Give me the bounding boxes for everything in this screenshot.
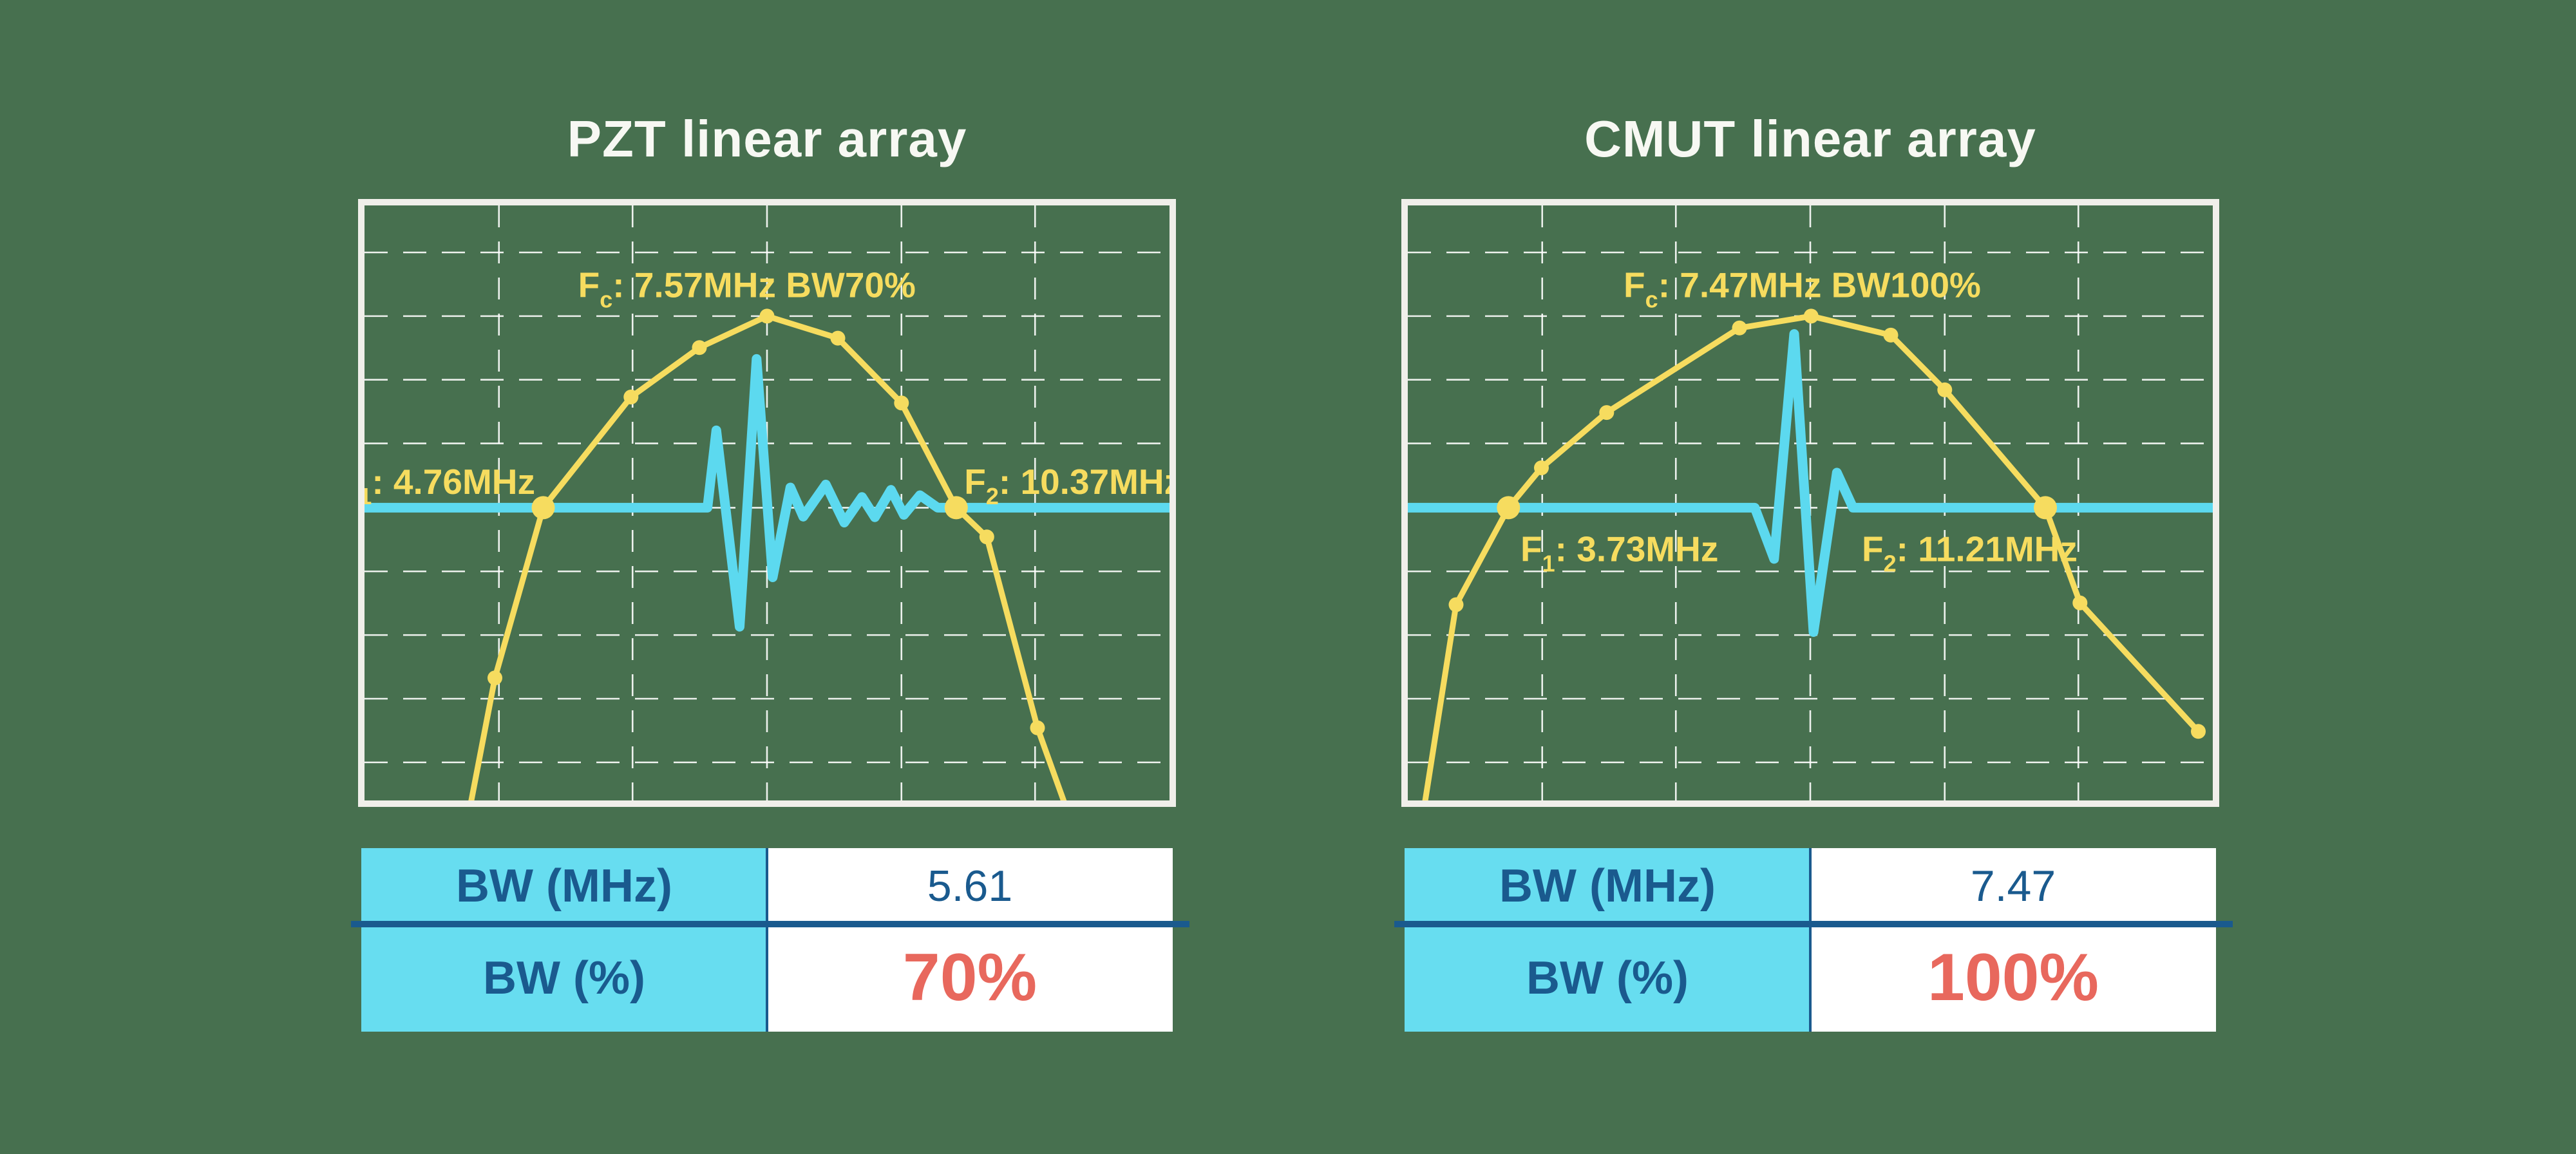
data-point-marker xyxy=(1803,308,1819,324)
table-header-bw-mhz: BW (MHz) xyxy=(1405,848,1810,924)
table-column-divider xyxy=(766,848,768,1032)
data-point-marker xyxy=(1030,720,1045,735)
frequency-label: F1: 4.76MHz xyxy=(365,462,535,509)
frequency-label: Fc: 7.47MHz BW100% xyxy=(1624,265,1981,312)
bandwidth-crossing-marker xyxy=(1497,496,1520,520)
data-point-marker xyxy=(692,340,707,355)
bandwidth-crossing-marker xyxy=(944,496,968,520)
table-row: BW (%) 70% xyxy=(361,924,1173,1032)
table-value-bw-percent: 100% xyxy=(1810,924,2216,1032)
data-point-marker xyxy=(894,395,909,411)
bandwidth-table-pzt: BW (MHz) 5.61 BW (%) 70% xyxy=(351,848,1189,1032)
data-point-marker xyxy=(623,390,639,404)
panel-cmut: CMUT linear array Fc: 7.47MHz BW100% F1: … xyxy=(1394,108,2233,1032)
spectrum-plot-cmut: Fc: 7.47MHz BW100% F1: 3.73MHz F2: 11.21MH… xyxy=(1408,205,2213,800)
data-point-marker xyxy=(1599,405,1615,421)
data-point-marker xyxy=(979,529,994,545)
bandwidth-table-cmut: BW (MHz) 7.47 BW (%) 100% xyxy=(1394,848,2233,1032)
table-header-bw-percent: BW (%) xyxy=(361,924,767,1032)
frequency-label: F1: 3.73MHz xyxy=(1520,529,1718,577)
table-header-bw-mhz: BW (MHz) xyxy=(361,848,767,924)
pulse-echo-waveform xyxy=(365,354,1170,632)
table-value-bw-mhz: 5.61 xyxy=(767,848,1173,924)
spectrum-curve xyxy=(468,313,1067,800)
table-row-divider xyxy=(1394,921,2233,927)
table-column-divider xyxy=(1809,848,1812,1032)
data-point-marker xyxy=(1883,327,1899,343)
frequency-label: F2: 10.37MHz xyxy=(964,462,1170,509)
table-value-bw-mhz: 7.47 xyxy=(1810,848,2216,924)
table-row: BW (MHz) 7.47 xyxy=(1405,848,2216,924)
data-point-marker xyxy=(2191,724,2206,739)
chart-frame-cmut: Fc: 7.47MHz BW100% F1: 3.73MHz F2: 11.21MH… xyxy=(1401,199,2219,807)
bandwidth-crossing-marker xyxy=(2034,496,2057,520)
table-header-bw-percent: BW (%) xyxy=(1405,924,1810,1032)
chart-title-pzt: PZT linear array xyxy=(567,110,967,167)
table-row: BW (MHz) 5.61 xyxy=(361,848,1173,924)
chart-title-cmut: CMUT linear array xyxy=(1584,110,2036,167)
data-point-marker xyxy=(759,308,775,324)
pulse-echo-waveform xyxy=(1408,329,2213,637)
data-point-marker xyxy=(488,670,502,686)
data-point-marker xyxy=(830,330,846,346)
table-row-divider xyxy=(351,921,1189,927)
table-row: BW (%) 100% xyxy=(1405,924,2216,1032)
data-point-marker xyxy=(2072,595,2088,610)
data-point-marker xyxy=(1534,460,1549,475)
data-point-marker xyxy=(1732,320,1747,336)
data-point-marker xyxy=(1448,597,1464,612)
spectrum-curve xyxy=(1422,313,2201,800)
panel-pzt: PZT linear array Fc: 7.57MHz BW70% F1: 4.… xyxy=(351,108,1189,1032)
spectrum-plot-pzt: Fc: 7.57MHz BW70% F1: 4.76MHz F2: 10.37MHz xyxy=(365,205,1170,800)
data-point-marker xyxy=(1937,382,1953,397)
frequency-label: F2: 11.21MHz xyxy=(1862,529,2078,577)
chart-frame-pzt: Fc: 7.57MHz BW70% F1: 4.76MHz F2: 10.37MHz xyxy=(358,199,1176,807)
bandwidth-crossing-marker xyxy=(531,496,555,520)
table-value-bw-percent: 70% xyxy=(767,924,1173,1032)
frequency-label: Fc: 7.57MHz BW70% xyxy=(578,265,916,312)
